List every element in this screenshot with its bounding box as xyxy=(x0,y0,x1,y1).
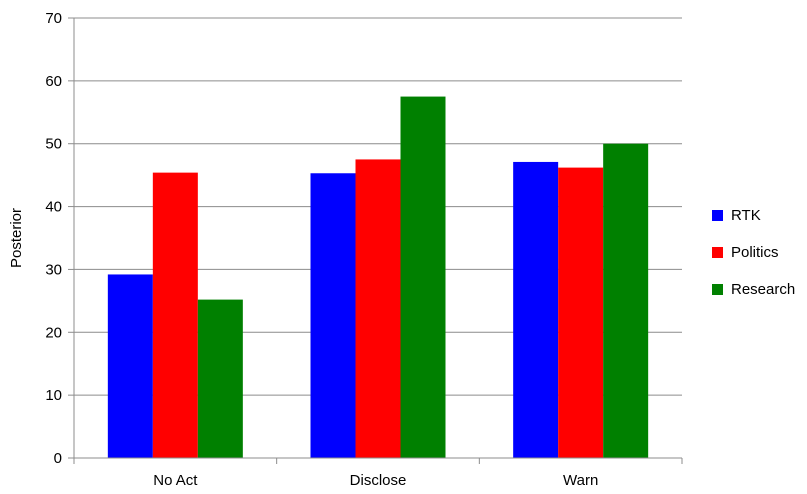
x-tick-label: Disclose xyxy=(350,472,407,489)
bar-research-disclose xyxy=(400,96,446,459)
legend-label-research: Research xyxy=(731,281,795,298)
bar-politics-warn xyxy=(558,167,604,458)
y-tick-label: 50 xyxy=(45,136,62,153)
x-tick-label: Warn xyxy=(563,472,598,489)
x-tick-labels: No Act Disclose Warn xyxy=(153,472,598,489)
y-tick-label: 60 xyxy=(45,73,62,90)
legend-label-politics: Politics xyxy=(731,244,779,261)
bar-research-no-act xyxy=(197,299,243,458)
bar-politics-disclose xyxy=(355,159,401,458)
bar-research-warn xyxy=(603,143,649,458)
bar-rtk-disclose xyxy=(310,173,356,458)
bars xyxy=(107,96,649,459)
y-axis-title: Posterior xyxy=(8,208,25,268)
legend-swatch-rtk xyxy=(712,210,723,221)
legend-label-rtk: RTK xyxy=(731,207,761,224)
x-tick-label: No Act xyxy=(153,472,198,489)
bar-rtk-no-act xyxy=(107,274,153,458)
legend: RTK Politics Research xyxy=(712,207,795,298)
y-tick-label: 40 xyxy=(45,199,62,216)
y-tick-label: 20 xyxy=(45,324,62,341)
y-tick-labels: 0 10 20 30 40 50 60 70 xyxy=(45,10,62,467)
y-tick-label: 70 xyxy=(45,10,62,27)
y-tick-label: 30 xyxy=(45,261,62,278)
bar-rtk-warn xyxy=(513,161,559,458)
y-tick-label: 10 xyxy=(45,387,62,404)
axes xyxy=(73,18,683,464)
y-tick-label: 0 xyxy=(54,450,62,467)
legend-swatch-research xyxy=(712,284,723,295)
legend-swatch-politics xyxy=(712,247,723,258)
bar-politics-no-act xyxy=(152,172,198,458)
